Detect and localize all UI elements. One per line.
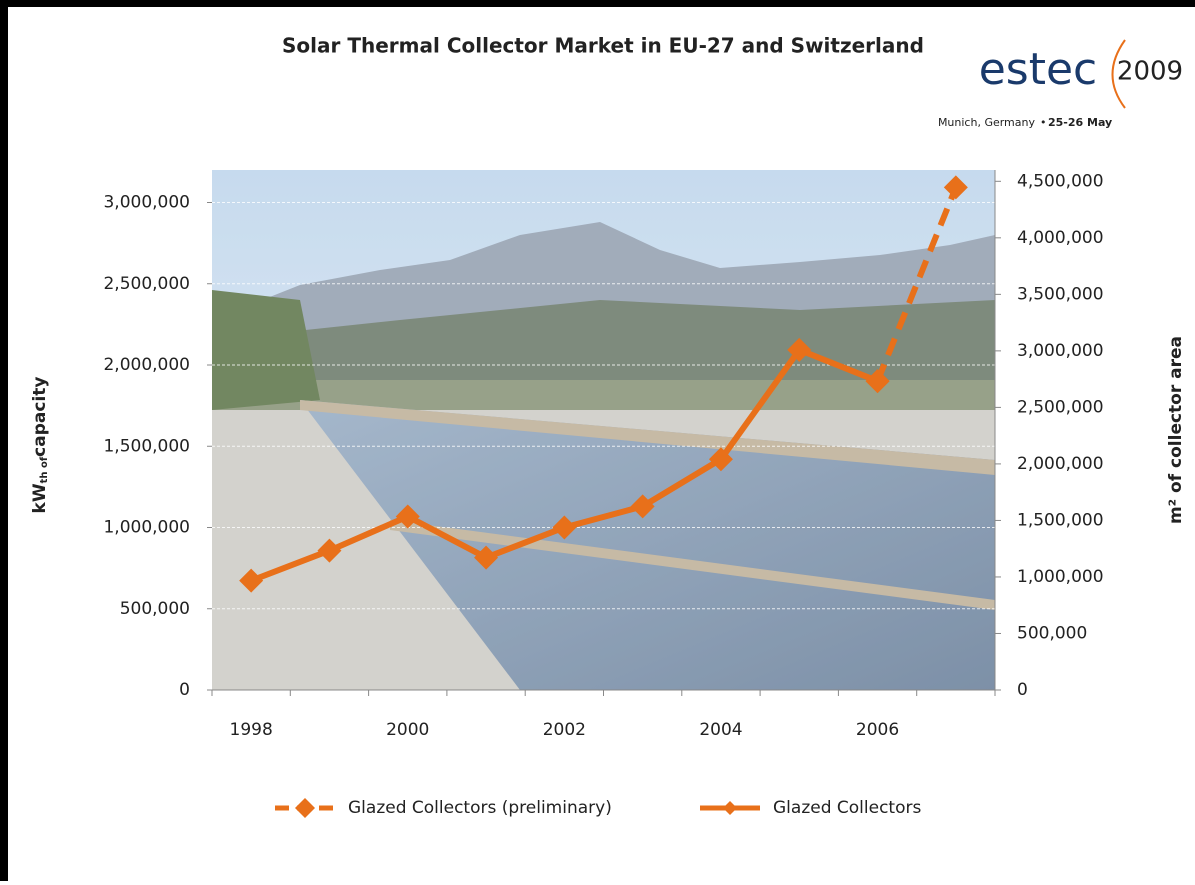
logo-name: estec (979, 44, 1098, 95)
x-tick-label: 2004 (699, 720, 742, 740)
y-label-main: kW (30, 483, 50, 513)
y2-tick-label: 2,000,000 (1017, 454, 1104, 474)
y2-tick-label: 3,000,000 (1017, 341, 1104, 361)
y-label-sub: th of (39, 456, 50, 483)
y-axis-label: kWth ofcapacity (30, 377, 50, 514)
legend-marker (295, 798, 315, 818)
chart-title: Solar Thermal Collector Market in EU-27 … (282, 34, 924, 58)
x-tick-label: 2002 (543, 720, 586, 740)
chart: Solar Thermal Collector Market in EU-27 … (0, 0, 1195, 881)
y2-tick-label: 0 (1017, 680, 1028, 700)
y-tick-label: 500,000 (120, 599, 190, 619)
y-tick-label: 0 (179, 680, 190, 700)
frame (0, 0, 8, 881)
y-label-rest: capacity (30, 377, 50, 457)
y-tick-label: 1,000,000 (103, 518, 190, 538)
y-tick-label: 2,500,000 (103, 274, 190, 294)
background-photo (212, 170, 995, 690)
logo-bullet: • (1040, 116, 1047, 129)
logo-place: Munich, Germany (938, 116, 1036, 129)
y2-tick-label: 1,000,000 (1017, 567, 1104, 587)
logo-dates: 25-26 May (1048, 116, 1112, 129)
y-tick-label: 1,500,000 (103, 436, 190, 456)
y2-tick-label: 2,500,000 (1017, 397, 1104, 417)
frame (0, 0, 1195, 7)
y2-axis-label: m² of collector area (1166, 336, 1186, 524)
y2-tick-label: 1,500,000 (1017, 510, 1104, 530)
y-tick-label: 2,000,000 (103, 355, 190, 375)
y2-tick-label: 4,500,000 (1017, 171, 1104, 191)
legend-label: Glazed Collectors (preliminary) (348, 798, 612, 818)
legend-marker (723, 801, 737, 815)
y2-tick-label: 4,000,000 (1017, 228, 1104, 248)
y2-tick-label: 500,000 (1017, 623, 1087, 643)
legend-label: Glazed Collectors (773, 798, 921, 818)
y2-tick-label: 3,500,000 (1017, 284, 1104, 304)
x-tick-label: 1998 (230, 720, 273, 740)
x-tick-label: 2000 (386, 720, 429, 740)
logo-year: 2009 (1117, 57, 1183, 87)
x-tick-label: 2006 (856, 720, 899, 740)
y-tick-label: 3,000,000 (103, 193, 190, 213)
